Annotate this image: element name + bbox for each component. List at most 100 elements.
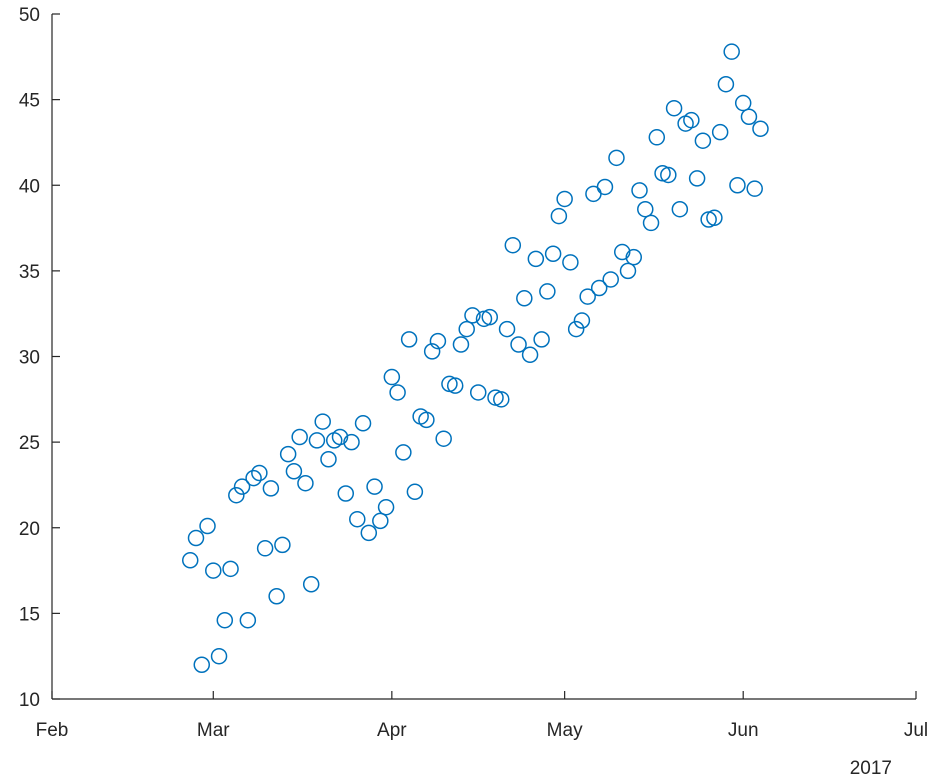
y-tick-label: 25 <box>19 433 40 454</box>
x-tick-label: Mar <box>197 720 230 741</box>
data-point <box>677 115 694 132</box>
data-point <box>331 428 349 446</box>
data-point <box>660 166 677 184</box>
data-point <box>665 99 683 117</box>
data-point <box>251 464 268 482</box>
data-point <box>671 200 689 218</box>
data-point <box>694 132 712 149</box>
data-point <box>193 656 211 673</box>
data-point <box>746 180 763 197</box>
data-point <box>493 391 510 408</box>
data-point <box>228 486 245 504</box>
x-axis-year-label: 2017 <box>850 758 892 778</box>
data-point <box>314 413 331 430</box>
y-tick-label: 20 <box>19 519 40 540</box>
y-tick-label: 15 <box>19 604 40 625</box>
data-point <box>429 332 447 350</box>
data-point <box>412 408 429 425</box>
data-point <box>297 474 314 492</box>
data-point <box>711 123 729 141</box>
data-point <box>199 517 216 535</box>
data-point <box>216 611 234 629</box>
data-point <box>717 75 735 93</box>
data-point <box>395 444 412 461</box>
data-point <box>544 245 562 262</box>
data-point <box>383 368 401 386</box>
y-tick-label: 10 <box>19 690 40 711</box>
data-point <box>510 336 527 353</box>
data-point <box>688 170 706 187</box>
data-point <box>469 384 487 401</box>
data-point <box>573 312 591 329</box>
y-tick-label: 35 <box>19 262 40 283</box>
data-point <box>366 478 383 495</box>
data-point <box>233 478 251 495</box>
data-point <box>302 576 320 593</box>
data-point <box>262 480 280 497</box>
data-point <box>349 510 366 528</box>
data-point <box>256 540 274 557</box>
data-point <box>637 200 654 218</box>
data-point <box>400 331 418 348</box>
data-point <box>187 529 205 547</box>
data-point <box>452 336 470 353</box>
data-point <box>527 250 545 268</box>
data-point <box>562 254 579 271</box>
data-point <box>550 207 568 225</box>
data-point <box>539 283 556 300</box>
data-point <box>181 552 199 569</box>
data-point <box>498 320 516 338</box>
data-point <box>683 111 700 129</box>
data-point <box>406 483 424 501</box>
data-point <box>446 377 464 394</box>
data-point <box>377 498 395 516</box>
x-tick-label: Feb <box>36 720 69 741</box>
data-point <box>567 320 585 338</box>
x-tick-label: Jun <box>728 720 759 741</box>
data-point <box>372 512 389 530</box>
data-point <box>608 149 625 167</box>
data-point <box>521 346 539 364</box>
data-point <box>556 190 573 208</box>
data-point <box>613 243 631 261</box>
data-point <box>343 433 360 451</box>
data-point <box>642 214 660 232</box>
data-point <box>274 536 291 554</box>
data-point <box>579 288 596 305</box>
data-point <box>308 432 326 449</box>
y-tick-label: 50 <box>19 5 40 26</box>
data-point <box>602 271 619 288</box>
data-point <box>648 129 666 146</box>
data-point <box>435 430 452 447</box>
y-tick-label: 45 <box>19 91 40 112</box>
data-point <box>320 451 337 468</box>
x-axis-ticks: Feb Mar Apr May Jun Jul <box>36 691 928 741</box>
data-point <box>268 588 285 605</box>
data-point <box>423 343 441 360</box>
data-point <box>337 485 355 502</box>
data-point <box>325 432 343 449</box>
data-point <box>631 182 648 199</box>
data-points <box>181 43 769 673</box>
axes <box>51 14 916 700</box>
data-point <box>734 94 752 112</box>
data-point <box>706 209 723 227</box>
data-point <box>464 307 481 324</box>
y-tick-label: 30 <box>19 348 40 369</box>
y-axis-ticks: 10 15 20 25 30 35 40 45 50 <box>19 5 60 711</box>
data-point <box>205 562 222 579</box>
data-point <box>516 290 533 307</box>
data-point <box>596 178 614 196</box>
data-point <box>585 185 602 203</box>
y-tick-label: 40 <box>19 176 40 197</box>
data-point <box>222 560 239 578</box>
data-point <box>418 411 435 429</box>
data-point <box>360 524 378 542</box>
data-point <box>590 279 608 297</box>
x-tick-label: Jul <box>904 720 928 741</box>
data-point <box>625 248 643 266</box>
data-point <box>245 469 262 487</box>
data-point <box>504 236 522 254</box>
data-point <box>389 384 406 401</box>
